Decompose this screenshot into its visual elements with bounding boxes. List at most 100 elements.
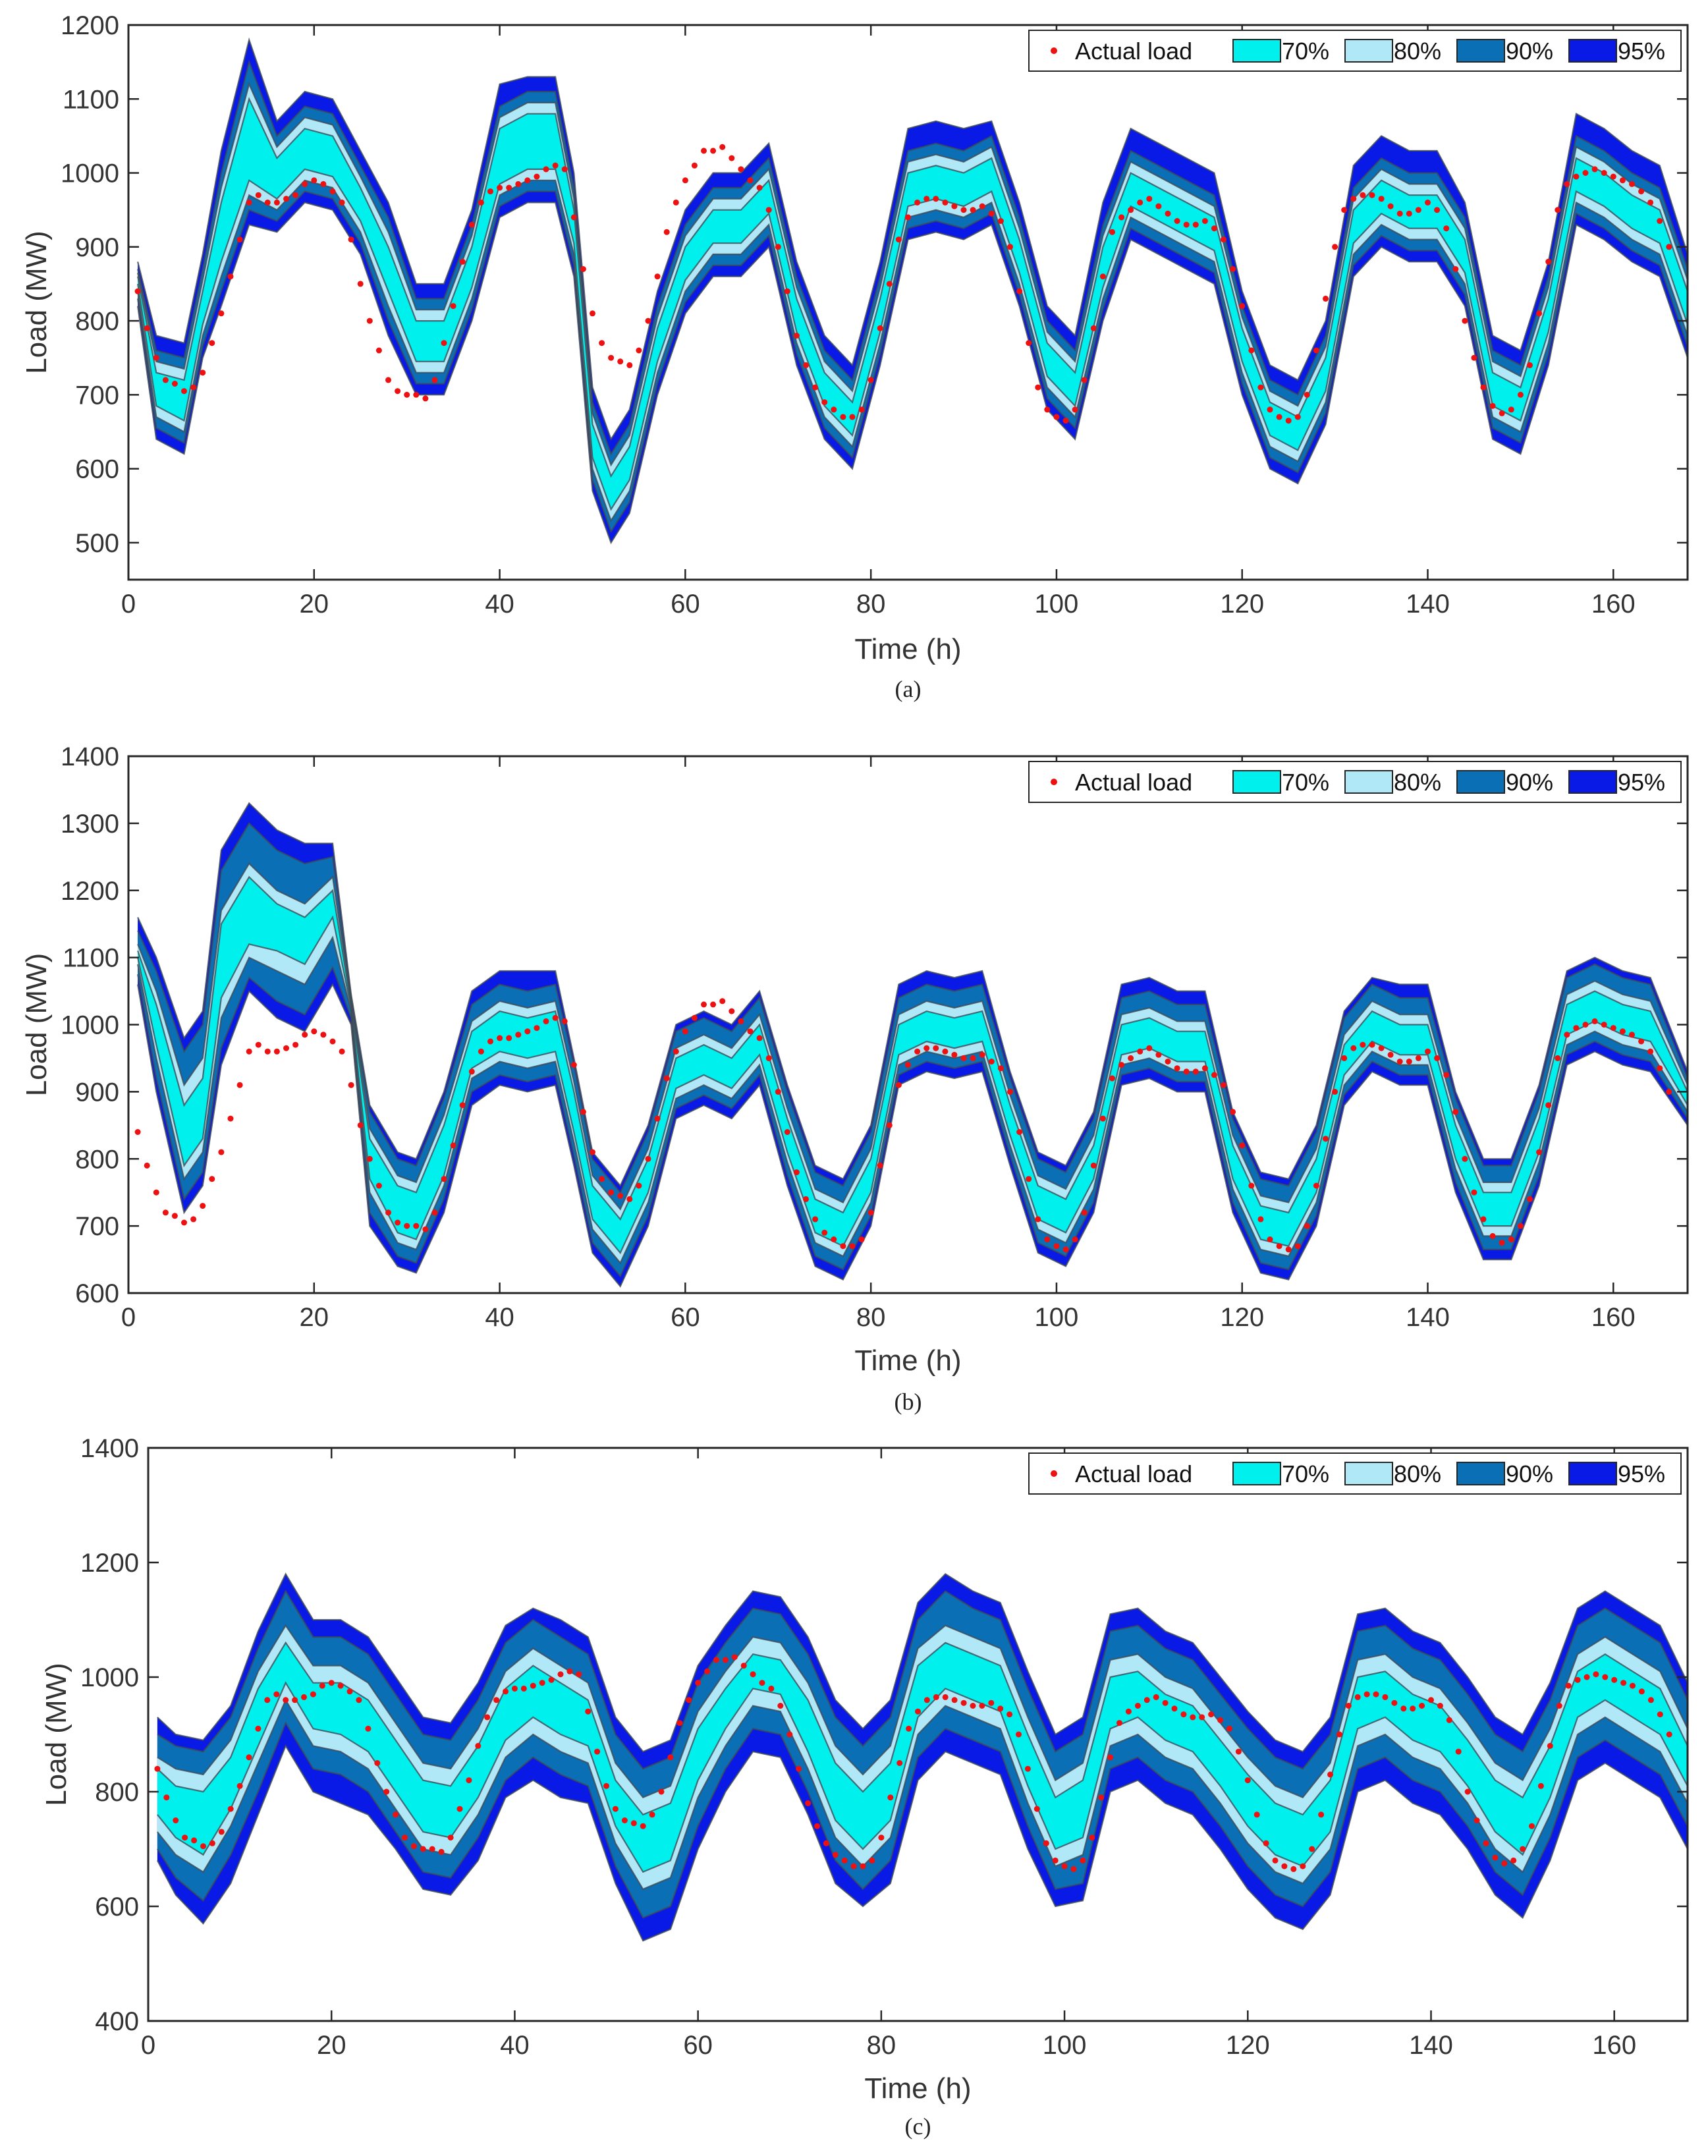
actual-point (997, 218, 1004, 224)
band-80 (138, 864, 1688, 1263)
actual-point (988, 1700, 995, 1706)
actual-point (1564, 180, 1570, 187)
actual-point (1336, 1731, 1342, 1738)
actual-point (823, 1840, 829, 1846)
actual-point (1584, 1674, 1590, 1680)
actual-point (1276, 414, 1282, 420)
actual-point (1341, 1055, 1348, 1061)
actual-point (236, 1082, 243, 1088)
actual-point (1016, 288, 1023, 294)
y-tick-label: 800 (75, 307, 119, 336)
actual-point (283, 196, 289, 202)
actual-point (431, 377, 438, 383)
actual-point (374, 1760, 381, 1766)
actual-point (784, 1129, 790, 1135)
actual-point (410, 1843, 417, 1850)
actual-point (580, 1109, 586, 1115)
actual-point (1313, 1182, 1319, 1189)
actual-point (543, 166, 549, 173)
actual-point (365, 1725, 372, 1732)
actual-point (877, 325, 883, 331)
actual-point (1285, 1246, 1292, 1253)
legend-actual-marker (1051, 47, 1057, 54)
legend-label-actual: Actual load (1075, 38, 1192, 65)
legend-swatch-2 (1344, 1462, 1393, 1485)
legend-swatch-1 (1232, 39, 1281, 63)
actual-point (311, 1028, 317, 1035)
actual-point (805, 1800, 812, 1806)
actual-point (1555, 207, 1561, 213)
actual-point (200, 1203, 206, 1209)
actual-point (768, 1685, 775, 1692)
actual-point (209, 1176, 215, 1182)
actual-point (599, 1176, 605, 1182)
actual-point (478, 199, 484, 206)
actual-point (1396, 210, 1403, 217)
actual-point (487, 188, 493, 195)
actual-point (1192, 221, 1199, 228)
actual-point (1489, 402, 1496, 409)
actual-point (561, 1018, 568, 1024)
actual-point (1230, 1109, 1236, 1115)
legend-swatch-3 (1456, 1462, 1505, 1485)
actual-point (1446, 1717, 1452, 1723)
actual-point (1685, 0, 1691, 3)
actual-point (1345, 1703, 1352, 1709)
y-tick-label: 1100 (63, 944, 119, 973)
actual-point (710, 1001, 717, 1008)
actual-point (951, 203, 958, 209)
actual-point (1332, 1088, 1338, 1095)
legend-label-1: 70% (1282, 1460, 1329, 1487)
actual-point (704, 1668, 711, 1674)
actual-point (218, 310, 225, 317)
actual-point (438, 1848, 445, 1855)
actual-point (1480, 1216, 1487, 1223)
actual-point (557, 1671, 564, 1678)
actual-point (181, 1219, 187, 1226)
actual-point (617, 358, 624, 365)
actual-point (484, 1714, 491, 1721)
actual-point (1248, 1182, 1255, 1189)
actual-point (1090, 1162, 1097, 1169)
actual-point (1118, 1062, 1125, 1068)
x-tick-label: 60 (683, 2031, 713, 2060)
actual-point (466, 1777, 472, 1784)
actual-point (594, 1748, 601, 1755)
actual-point (1619, 177, 1626, 184)
actual-point (311, 177, 317, 184)
actual-point (339, 1048, 345, 1055)
actual-point (1564, 1032, 1570, 1038)
actual-point (740, 1663, 747, 1669)
series-line-7 (137, 37, 1688, 441)
actual-point (886, 1122, 893, 1128)
actual-point (190, 384, 197, 391)
actual-point (1081, 377, 1088, 383)
actual-point (1462, 1155, 1468, 1162)
actual-point (1281, 1863, 1288, 1869)
actual-point (497, 1035, 503, 1041)
actual-point (831, 1236, 837, 1242)
y-tick-label: 400 (95, 2007, 139, 2036)
actual-point (673, 199, 679, 206)
actual-point (1081, 1209, 1088, 1216)
actual-point (1527, 362, 1533, 368)
actual-point (173, 1817, 179, 1823)
actual-point (1201, 218, 1208, 224)
y-tick-label: 900 (75, 1078, 119, 1107)
actual-point (580, 266, 586, 272)
actual-point (1033, 1806, 1040, 1812)
actual-point (722, 1657, 729, 1663)
legend: Actual load 70% 80% 90% 95% (1028, 1452, 1682, 1495)
actual-point (356, 1697, 362, 1703)
actual-point (1474, 1817, 1480, 1823)
series-line-1 (156, 1721, 1688, 1919)
actual-point (1556, 1703, 1562, 1709)
series-line-5 (137, 862, 1688, 1211)
actual-point (1244, 1777, 1251, 1784)
actual-point (895, 236, 902, 243)
actual-point (1666, 244, 1672, 250)
series-line-6 (157, 1589, 1688, 1770)
actual-point (163, 1794, 170, 1801)
actual-point (1165, 210, 1171, 217)
actual-point (1499, 1240, 1505, 1246)
